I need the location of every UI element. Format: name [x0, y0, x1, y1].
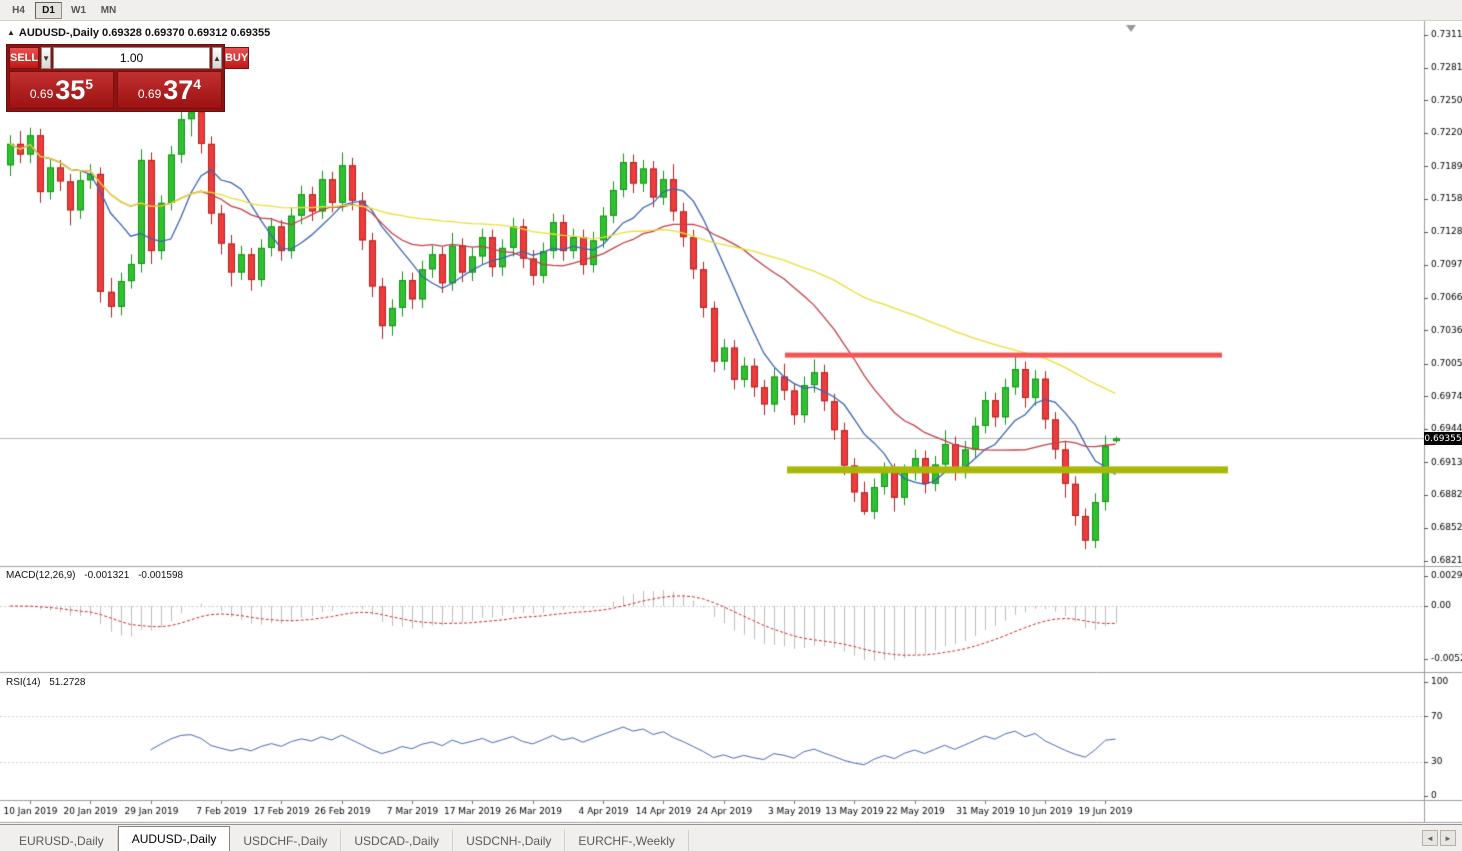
sell-price-prefix: 0.69 [29, 87, 54, 101]
buy-price-big: 37 [163, 74, 194, 105]
macd-signal-value: -0.001598 [138, 570, 184, 581]
timeframe-button-d1[interactable]: D1 [35, 1, 62, 19]
chart-tabs-bar: EURUSD-,Daily AUDUSD-,Daily USDCHF-,Dail… [0, 824, 1462, 851]
buy-price-prefix: 0.69 [137, 87, 162, 101]
chart-ohlc-header: ▲ AUDUSD-,Daily 0.69328 0.69370 0.69312 … [7, 27, 270, 39]
tab-usdcad-daily[interactable]: USDCAD-,Daily [341, 830, 454, 851]
tab-audusd-daily[interactable]: AUDUSD-,Daily [117, 826, 231, 851]
sell-price-big: 35 [55, 74, 86, 105]
buy-button[interactable]: BUY [223, 47, 250, 69]
timeframe-button-w1[interactable]: W1 [65, 1, 92, 19]
current-price-tag: 0.69355 [1424, 432, 1462, 445]
collapse-trade-panel-icon[interactable]: ▲ [7, 28, 15, 37]
sell-price-pip: 5 [85, 76, 94, 92]
tabs-scroll-right-button[interactable]: ► [1440, 830, 1456, 846]
tab-usdcnh-daily[interactable]: USDCNH-,Daily [453, 830, 566, 851]
tab-eurusd-daily[interactable]: EURUSD-,Daily [6, 830, 118, 851]
tabs-scroll-left-button[interactable]: ◄ [1422, 830, 1438, 846]
macd-indicator-label: MACD(12,26,9) -0.001321 -0.001598 [6, 570, 189, 581]
tab-eurchf-weekly[interactable]: EURCHF-,Weekly [565, 830, 689, 851]
caret-up-icon: ▲ [213, 53, 221, 63]
caret-down-icon: ▼ [42, 53, 51, 63]
timeframe-button-h4[interactable]: H4 [5, 1, 32, 19]
timeframe-toolbar: H4 D1 W1 MN [0, 0, 1462, 21]
buy-price-pip: 4 [193, 76, 202, 92]
volume-input[interactable] [53, 47, 211, 69]
sell-button[interactable]: SELL [9, 47, 40, 69]
sell-price-display[interactable]: 0.69 35 5 [9, 71, 114, 109]
arrow-right-icon: ► [1444, 833, 1452, 843]
macd-main-value: -0.001321 [84, 570, 130, 581]
buy-price-display[interactable]: 0.69 37 4 [117, 71, 222, 109]
rsi-value: 51.2728 [49, 677, 86, 688]
one-click-trading-panel: SELL ▼ ▲ BUY 0.69 35 5 0.69 37 4 [6, 44, 250, 112]
rsi-name: RSI(14) [6, 677, 41, 688]
volume-decrease-button[interactable]: ▼ [41, 47, 52, 69]
volume-increase-button[interactable]: ▲ [212, 47, 222, 69]
tab-usdchf-daily[interactable]: USDCHF-,Daily [230, 830, 342, 851]
symbol-ohlc-text: AUDUSD-,Daily 0.69328 0.69370 0.69312 0.… [18, 27, 271, 39]
price-chart-canvas[interactable] [0, 0, 1462, 824]
arrow-left-icon: ◄ [1426, 833, 1434, 843]
rsi-indicator-label: RSI(14) 51.2728 [6, 677, 91, 688]
tab-scroll-controls: ◄ ► [1422, 830, 1456, 846]
macd-name: MACD(12,26,9) [6, 570, 76, 581]
timeframe-button-mn[interactable]: MN [95, 1, 122, 19]
